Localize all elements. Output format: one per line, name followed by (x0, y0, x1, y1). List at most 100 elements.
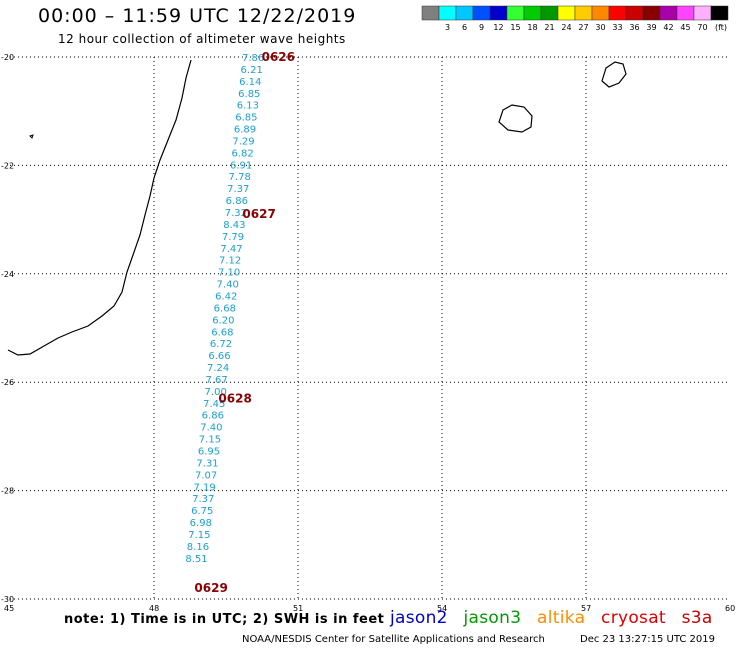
sat-jason2: jason2 (390, 608, 448, 628)
color-scale-swatch (710, 5, 729, 21)
sat-altika: altika (537, 608, 586, 628)
color-scale-label: 45 (680, 23, 690, 32)
color-scale-label: 30 (595, 23, 605, 32)
x-tick-label: 57 (581, 604, 591, 613)
swh-value: 7.78 (229, 172, 251, 183)
swh-value: 7.19 (194, 482, 216, 493)
swh-value: 6.42 (215, 291, 237, 302)
color-scale-swatch (659, 5, 678, 21)
x-tick-label: 60 (725, 604, 735, 613)
swh-value: 7.24 (207, 363, 229, 374)
color-scale-swatch (557, 5, 576, 21)
swh-value: 7.12 (219, 256, 241, 267)
color-scale-label: 42 (663, 23, 673, 32)
color-scale-swatch (523, 5, 542, 21)
y-tick-label: -30 (1, 595, 14, 604)
swh-value: 6.95 (198, 446, 220, 457)
x-tick-label: 54 (437, 604, 447, 613)
y-tick-label: -24 (1, 270, 14, 279)
swh-value: 8.16 (187, 542, 209, 553)
color-scale-swatch (642, 5, 661, 21)
madagascar-coastline (7, 59, 192, 356)
color-scale-swatch (676, 5, 695, 21)
swh-value: 6.13 (237, 101, 259, 112)
sat-s3a: s3a (681, 608, 713, 628)
swh-value: 7.00 (205, 387, 227, 398)
color-scale-label: 6 (462, 23, 467, 32)
swh-value: 7.47 (220, 244, 242, 255)
reunion-island (498, 104, 533, 133)
swh-value: 7.40 (217, 280, 239, 291)
color-scale-swatch (574, 5, 593, 21)
color-scale-label: 70 (697, 23, 707, 32)
swh-value: 8.51 (185, 554, 207, 565)
land-outlines (7, 59, 627, 356)
swh-value: 6.66 (208, 351, 230, 362)
y-tick-label: -20 (1, 53, 14, 62)
swh-value: 6.98 (190, 518, 212, 529)
swh-value: 7.10 (218, 268, 240, 279)
color-scale-label: 33 (612, 23, 622, 32)
color-scale-label: 39 (646, 23, 656, 32)
swh-value: 7.32 (225, 208, 247, 219)
x-tick-label: 51 (293, 604, 303, 613)
color-scale-label: 9 (479, 23, 484, 32)
swh-value: 6.86 (202, 411, 224, 422)
y-tick-label: -26 (1, 378, 14, 387)
color-scale-label: 12 (493, 23, 503, 32)
time-marker: 0629 (194, 581, 227, 595)
color-scale-swatch (540, 5, 559, 21)
swh-track: 7.866.216.146.856.136.856.897.296.826.91… (185, 53, 264, 565)
chart-title: 00:00 – 11:59 UTC 12/22/2019 (38, 5, 357, 27)
units-note: note: 1) Time is in UTC; 2) SWH is in fe… (64, 612, 385, 627)
color-scale-swatch (608, 5, 627, 21)
axis-tick-labels: 45 48 51 54 57 60 -20 -22 -24 -26 -28 -30 (1, 53, 735, 613)
swh-value: 7.86 (242, 53, 264, 64)
color-scale-swatch (455, 5, 474, 21)
time-marker: 0627 (242, 207, 275, 221)
color-scale-swatch (693, 5, 712, 21)
swh-value: 8.43 (223, 220, 245, 231)
swh-value: 6.86 (226, 196, 248, 207)
swh-value: 7.29 (232, 136, 254, 147)
time-marker: 0626 (262, 50, 295, 64)
swh-value: 7.79 (222, 232, 244, 243)
swh-value: 6.14 (239, 77, 261, 88)
color-scale-label: 27 (578, 23, 588, 32)
swh-value: 7.31 (196, 458, 218, 469)
swh-value: 6.72 (210, 339, 232, 350)
swh-value: 6.82 (231, 148, 253, 159)
swh-value: 6.85 (238, 89, 260, 100)
swh-value: 7.67 (206, 375, 228, 386)
time-markers: 0626 0627 0628 0629 (194, 50, 295, 595)
swh-value: 6.21 (241, 65, 263, 76)
color-scale-label: 21 (544, 23, 554, 32)
sat-cryosat: cryosat (601, 608, 666, 628)
map-grid (10, 56, 730, 600)
swh-value: 7.07 (195, 470, 217, 481)
color-scale-label: 15 (510, 23, 520, 32)
swh-value: 6.75 (191, 506, 213, 517)
swh-value: 6.91 (230, 160, 252, 171)
color-scale-swatch (506, 5, 525, 21)
color-scale-swatch (472, 5, 491, 21)
swh-value: 6.85 (235, 113, 257, 124)
swh-value: 6.89 (234, 125, 256, 136)
color-scale-swatch (591, 5, 610, 21)
color-scale-label: 24 (561, 23, 571, 32)
color-scale-unit: (ft) (715, 23, 727, 32)
mauritius-island (601, 61, 627, 88)
color-scale-label: 36 (629, 23, 639, 32)
swh-value: 7.40 (200, 423, 222, 434)
swh-value: 7.37 (227, 184, 249, 195)
y-tick-label: -22 (1, 161, 14, 170)
color-scale-label: 3 (445, 23, 450, 32)
swh-value: 7.37 (192, 494, 214, 505)
swh-value: 6.68 (211, 327, 233, 338)
color-scale-swatch (438, 5, 457, 21)
chart-subtitle: 12 hour collection of altimeter wave hei… (58, 32, 346, 46)
footer-timestamp: Dec 23 13:27:15 UTC 2019 (580, 634, 715, 645)
swh-value: 6.20 (212, 315, 234, 326)
color-scale-swatch (489, 5, 508, 21)
